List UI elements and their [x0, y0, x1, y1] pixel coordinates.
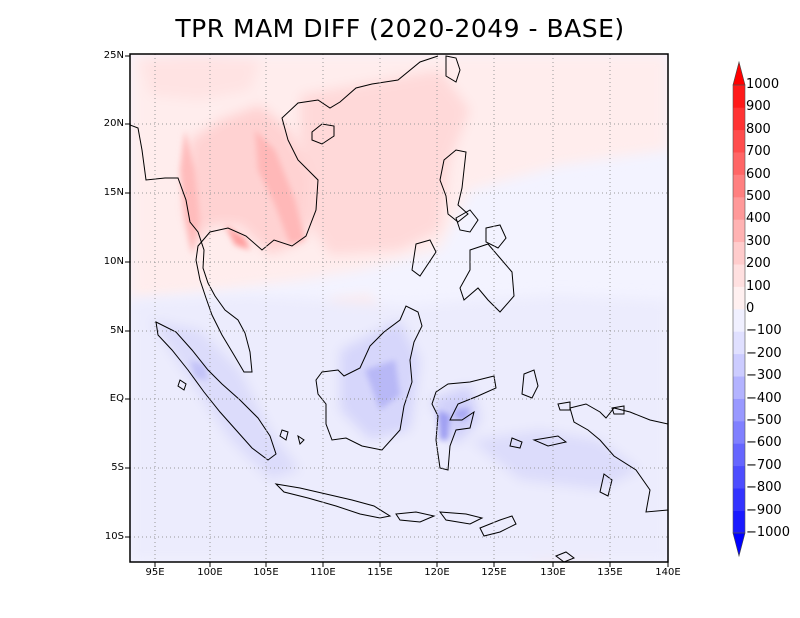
- colorbar-label: −100: [746, 323, 782, 339]
- colorbar-segment: [733, 443, 745, 467]
- colorbar-segment: [733, 331, 745, 355]
- colorbar-segment: [733, 129, 745, 153]
- lat-label-10s: 10S: [104, 531, 124, 542]
- colorbar-label: −300: [746, 368, 782, 384]
- colorbar-segment: [733, 421, 745, 444]
- colorbar-segment: [733, 309, 745, 332]
- colorbar-label: 900: [746, 99, 771, 115]
- lat-label-eq: EQ: [109, 393, 124, 404]
- colorbar-segment: [733, 107, 745, 131]
- colorbar-label: −500: [746, 413, 782, 428]
- lon-label-95e: 95E: [145, 567, 165, 578]
- colorbar-label: −800: [746, 480, 782, 496]
- precip-diff-field: [130, 54, 668, 562]
- lon-label-105e: 105E: [253, 567, 279, 578]
- lat-label-15n: 15N: [103, 187, 124, 198]
- colorbar-label: 400: [746, 211, 771, 227]
- colorbar-segment: [733, 286, 745, 310]
- colorbar-label: 200: [746, 256, 771, 272]
- colorbar-label: 100: [746, 278, 771, 294]
- colorbar-label: 600: [746, 166, 771, 182]
- colorbar-label: 0: [746, 301, 755, 316]
- colorbar-segment: [733, 85, 745, 108]
- map-frame: [129, 53, 669, 563]
- colorbar-segment: [733, 398, 745, 422]
- lon-label-110e: 110E: [310, 567, 336, 578]
- colorbar-segment: [733, 488, 745, 511]
- colorbar-bottom-arrow: [732, 532, 746, 558]
- colorbar-label: 500: [746, 189, 771, 204]
- axis-ticks: [125, 55, 669, 567]
- colorbar-segment: [733, 264, 745, 287]
- colorbar-segment: [733, 174, 745, 198]
- colorbar-label: 300: [746, 233, 771, 249]
- colorbar-label: 700: [746, 144, 771, 160]
- lon-label-100e: 100E: [197, 567, 223, 578]
- colorbar: [732, 60, 746, 558]
- colorbar-segment: [733, 353, 745, 377]
- colorbar-label: −700: [746, 457, 782, 473]
- colorbar-segment: [733, 376, 745, 399]
- lat-label-5s: 5S: [111, 462, 124, 473]
- colorbar-label: −900: [746, 502, 782, 518]
- colorbar-segment: [733, 219, 745, 243]
- lon-label-115e: 115E: [367, 567, 393, 578]
- lat-label-20n: 20N: [103, 118, 124, 129]
- colorbar-segment: [733, 197, 745, 220]
- lon-label-130e: 130E: [540, 567, 566, 578]
- colorbar-label: 800: [746, 121, 771, 137]
- lat-label-25n: 25N: [103, 50, 124, 61]
- colorbar-label: −600: [746, 435, 782, 451]
- colorbar-label: −400: [746, 390, 782, 406]
- colorbar-top-arrow: [732, 60, 746, 86]
- lon-label-125e: 125E: [481, 567, 507, 578]
- graticule: [130, 54, 668, 562]
- lat-label-5n: 5N: [110, 325, 124, 336]
- map-title: TPR MAM DIFF (2020-2049 - BASE): [175, 14, 625, 43]
- colorbar-segment: [733, 465, 745, 489]
- colorbar-segment: [733, 510, 745, 534]
- lon-label-135e: 135E: [597, 567, 623, 578]
- colorbar-label: −200: [746, 345, 782, 361]
- colorbar-label: −1000: [746, 525, 790, 540]
- lat-label-10n: 10N: [103, 256, 124, 267]
- colorbar-label: 1000: [746, 77, 780, 92]
- colorbar-segment: [733, 152, 745, 175]
- colorbar-segment: [733, 241, 745, 265]
- lon-label-120e: 120E: [424, 567, 450, 578]
- colorbar-frame: [732, 84, 746, 534]
- lon-label-140e: 140E: [655, 567, 681, 578]
